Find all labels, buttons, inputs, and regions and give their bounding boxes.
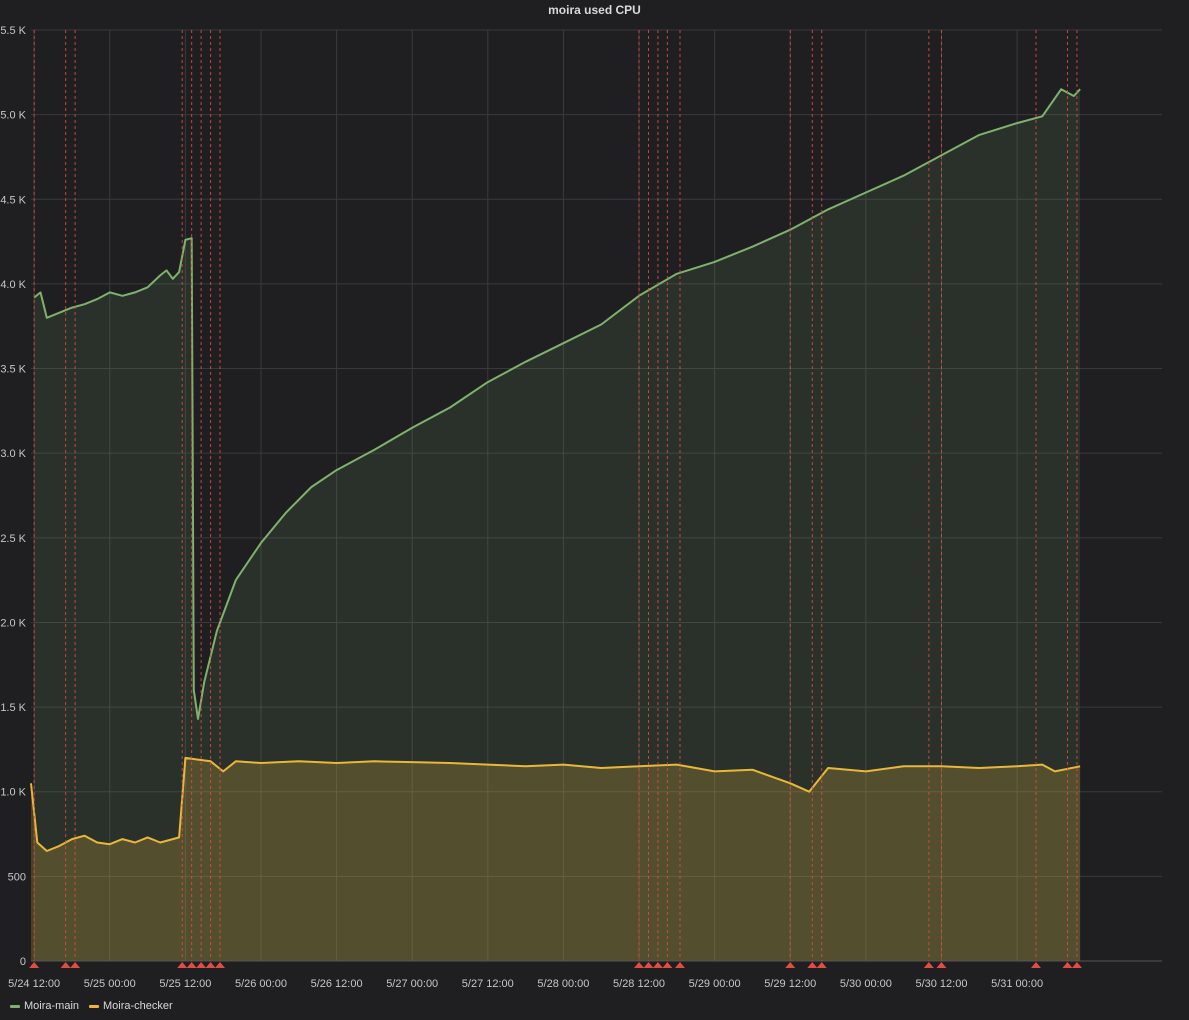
x-tick-label: 5/31 00:00 xyxy=(991,978,1043,990)
y-tick-label: 0 xyxy=(20,956,26,968)
annotation-marker[interactable] xyxy=(29,962,40,968)
y-tick-label: 1.0 K xyxy=(0,787,26,799)
series-line-0 xyxy=(33,88,1081,720)
y-tick-label: 500 xyxy=(8,871,26,883)
annotation-marker[interactable] xyxy=(177,962,188,968)
x-tick-label: 5/25 00:00 xyxy=(84,978,136,990)
legend-swatch-checker xyxy=(89,1004,100,1008)
annotation-marker[interactable] xyxy=(1030,962,1041,968)
annotation-marker[interactable] xyxy=(674,962,685,968)
y-tick-label: 2.5 K xyxy=(0,533,26,545)
x-tick-label: 5/29 12:00 xyxy=(764,978,816,990)
annotation-marker[interactable] xyxy=(662,962,673,968)
y-tick-label: 4.5 K xyxy=(0,194,26,206)
x-tick-label: 5/29 00:00 xyxy=(689,978,741,990)
x-tick-label: 5/27 12:00 xyxy=(462,978,514,990)
series-area-0 xyxy=(34,89,1081,961)
annotation-marker[interactable] xyxy=(923,962,934,968)
annotation-marker[interactable] xyxy=(634,962,645,968)
annotation-marker[interactable] xyxy=(215,962,226,968)
annotation-marker[interactable] xyxy=(936,962,947,968)
annotation-marker[interactable] xyxy=(643,962,654,968)
annotation-marker[interactable] xyxy=(652,962,663,968)
panel-title[interactable]: moira used CPU xyxy=(548,3,641,17)
legend-label-checker: Moira-checker xyxy=(103,1000,173,1012)
y-tick-label: 2.0 K xyxy=(0,617,26,629)
legend-item-main[interactable]: Moira-main xyxy=(10,1000,79,1012)
legend-item-checker[interactable]: Moira-checker xyxy=(89,1000,173,1012)
x-tick-label: 5/28 00:00 xyxy=(537,978,589,990)
y-tick-label: 3.0 K xyxy=(0,448,26,460)
annotation-marker[interactable] xyxy=(205,962,216,968)
series-line-1 xyxy=(30,756,1081,852)
annotation-marker[interactable] xyxy=(70,962,81,968)
annotation-marker[interactable] xyxy=(186,962,197,968)
x-tick-label: 5/28 12:00 xyxy=(613,978,665,990)
y-tick-label: 3.5 K xyxy=(0,364,26,376)
legend-swatch-main xyxy=(10,1004,20,1008)
annotation-marker[interactable] xyxy=(807,962,818,968)
legend-label-main: Moira-main xyxy=(24,1000,80,1012)
x-tick-label: 5/24 12:00 xyxy=(8,978,60,990)
y-tick-label: 1.5 K xyxy=(0,702,26,714)
series-area-1 xyxy=(31,757,1081,961)
x-tick-label: 5/30 00:00 xyxy=(840,978,892,990)
x-tick-label: 5/26 00:00 xyxy=(235,978,287,990)
y-tick-label: 4.0 K xyxy=(0,279,26,291)
x-tick-label: 5/26 12:00 xyxy=(311,978,363,990)
chart-canvas[interactable]: 0 500 1.0 K 1.5 K 2.0 K 2.5 K 3.0 K 3.5 K 4.0 K 4… xyxy=(0,0,1189,995)
annotation-marker[interactable] xyxy=(196,962,207,968)
annotation-marker[interactable] xyxy=(816,962,827,968)
annotation-marker[interactable] xyxy=(1062,962,1073,968)
y-tick-label: 5.5 K xyxy=(0,25,26,37)
annotation-marker[interactable] xyxy=(785,962,796,968)
x-tick-label: 5/27 00:00 xyxy=(386,978,438,990)
annotation-marker[interactable] xyxy=(60,962,71,968)
annotation-marker[interactable] xyxy=(1071,962,1082,968)
x-tick-label: 5/25 12:00 xyxy=(159,978,211,990)
legend: Moira-main Moira-checker xyxy=(10,997,173,1015)
y-tick-label: 5.0 K xyxy=(0,110,26,122)
x-tick-label: 5/30 12:00 xyxy=(915,978,967,990)
